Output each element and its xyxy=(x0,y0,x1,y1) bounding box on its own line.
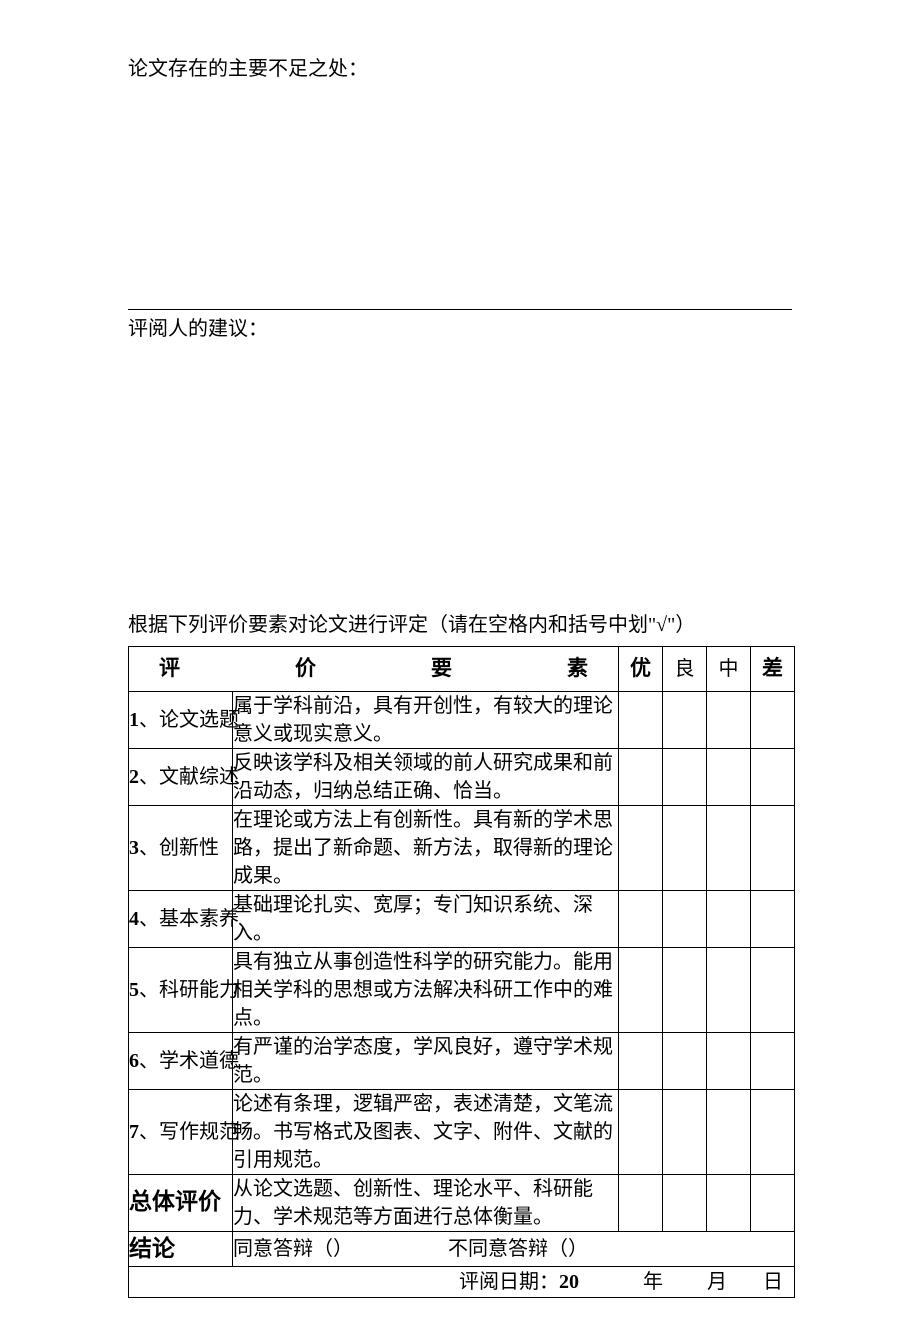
table-row: 7、写作规范 论述有条理，逻辑严密，表述清楚，文笔流畅。书写格式及图表、文字、附… xyxy=(129,1089,795,1174)
row-label-text: 基本素养 xyxy=(159,908,239,930)
grade-cell[interactable] xyxy=(619,748,663,805)
row-num: 7 xyxy=(129,1121,139,1143)
row-label-text: 文献综述 xyxy=(159,766,239,788)
row-label-text: 学术道德 xyxy=(159,1050,239,1072)
grade-cell[interactable] xyxy=(751,890,795,947)
date-month-unit: 月 xyxy=(707,1271,727,1293)
header-grade-1: 优 xyxy=(619,647,663,692)
row-num: 5 xyxy=(129,979,139,1001)
grade-cell[interactable] xyxy=(663,748,707,805)
header-eval-text: 评价要素 xyxy=(159,656,588,680)
grade-cell[interactable] xyxy=(663,805,707,890)
date-year-unit: 年 xyxy=(643,1271,663,1293)
conclusion-label: 结论 xyxy=(129,1231,233,1267)
grade-cell[interactable] xyxy=(751,748,795,805)
grade-cell[interactable] xyxy=(619,890,663,947)
overall-label: 总体评价 xyxy=(129,1174,233,1231)
grade-cell[interactable] xyxy=(619,691,663,748)
row-label: 7、写作规范 xyxy=(129,1089,233,1174)
header-grade-3: 中 xyxy=(707,647,751,692)
grade-cell[interactable] xyxy=(619,1032,663,1089)
grade-cell[interactable] xyxy=(663,1032,707,1089)
row-desc: 论述有条理，逻辑严密，表述清楚，文笔流畅。书写格式及图表、文字、附件、文献的引用… xyxy=(233,1089,619,1174)
suggestions-label: 评阅人的建议： xyxy=(128,314,792,344)
row-desc: 反映该学科及相关领域的前人研究成果和前沿动态，归纳总结正确、恰当。 xyxy=(233,748,619,805)
date-line: 评阅日期：20 年 月 日 xyxy=(129,1267,794,1297)
grade-cell[interactable] xyxy=(663,890,707,947)
grade-cell[interactable] xyxy=(619,947,663,1032)
table-row: 5、科研能力 具有独立从事创造性科学的研究能力。能用相关学科的思想或方法解决科研… xyxy=(129,947,795,1032)
overall-row: 总体评价 从论文选题、创新性、理论水平、科研能力、学术规范等方面进行总体衡量。 xyxy=(129,1174,795,1231)
row-label: 4、基本素养 xyxy=(129,890,233,947)
grade-cell[interactable] xyxy=(707,1032,751,1089)
disagree-option[interactable]: 不同意答辩（） xyxy=(448,1238,588,1260)
table-row: 1、论文选题 属于学科前沿，具有开创性，有较大的理论意义或现实意义。 xyxy=(129,691,795,748)
row-desc: 具有独立从事创造性科学的研究能力。能用相关学科的思想或方法解决科研工作中的难点。 xyxy=(233,947,619,1032)
grade-cell[interactable] xyxy=(751,1032,795,1089)
instruction-text: 根据下列评价要素对论文进行评定（请在空格内和括号中划"√"） xyxy=(128,610,792,640)
table-row: 2、文献综述 反映该学科及相关领域的前人研究成果和前沿动态，归纳总结正确、恰当。 xyxy=(129,748,795,805)
date-day-unit: 日 xyxy=(763,1271,783,1293)
row-num: 4 xyxy=(129,908,139,930)
row-desc: 基础理论扎实、宽厚；专门知识系统、深入。 xyxy=(233,890,619,947)
header-grade-2: 良 xyxy=(663,647,707,692)
row-num: 6 xyxy=(129,1050,139,1072)
grade-cell[interactable] xyxy=(619,805,663,890)
row-label-text: 论文选题 xyxy=(159,709,239,731)
deficiencies-label: 论文存在的主要不足之处： xyxy=(128,54,792,84)
row-label: 3、创新性 xyxy=(129,805,233,890)
grade-cell[interactable] xyxy=(707,890,751,947)
grade-cell[interactable] xyxy=(751,1089,795,1174)
grade-cell[interactable] xyxy=(707,805,751,890)
row-label: 5、科研能力 xyxy=(129,947,233,1032)
date-label: 评阅日期： xyxy=(459,1271,559,1293)
grade-cell[interactable] xyxy=(751,691,795,748)
evaluation-table: 评价要素 优 良 中 差 1、论文选题 属于学科前沿，具有开创性，有较大的理论意… xyxy=(128,646,795,1298)
grade-cell[interactable] xyxy=(751,947,795,1032)
agree-option[interactable]: 同意答辩（） xyxy=(233,1238,353,1260)
grade-cell[interactable] xyxy=(619,1174,663,1231)
grade-cell[interactable] xyxy=(707,748,751,805)
date-row: 评阅日期：20 年 月 日 xyxy=(129,1267,795,1298)
conclusion-row: 结论 同意答辩（） 不同意答辩（） xyxy=(129,1231,795,1267)
suggestions-section: 评阅人的建议： xyxy=(128,310,792,610)
grade-cell[interactable] xyxy=(663,1174,707,1231)
row-num: 1 xyxy=(129,709,139,731)
row-desc: 属于学科前沿，具有开创性，有较大的理论意义或现实意义。 xyxy=(233,691,619,748)
grade-cell[interactable] xyxy=(751,1174,795,1231)
deficiencies-section: 论文存在的主要不足之处： xyxy=(128,50,792,310)
header-eval: 评价要素 xyxy=(129,647,619,692)
row-num: 3 xyxy=(129,837,139,859)
date-year-prefix: 20 xyxy=(559,1271,579,1293)
row-label: 6、学术道德 xyxy=(129,1032,233,1089)
grade-cell[interactable] xyxy=(707,1089,751,1174)
grade-cell[interactable] xyxy=(663,1089,707,1174)
row-num: 2 xyxy=(129,766,139,788)
row-label-text: 创新性 xyxy=(159,837,219,859)
table-row: 6、学术道德 有严谨的治学态度，学风良好，遵守学术规范。 xyxy=(129,1032,795,1089)
grade-cell[interactable] xyxy=(707,947,751,1032)
table-header-row: 评价要素 优 良 中 差 xyxy=(129,647,795,692)
conclusion-body: 同意答辩（） 不同意答辩（） xyxy=(233,1231,795,1267)
grade-cell[interactable] xyxy=(707,691,751,748)
header-grade-4: 差 xyxy=(751,647,795,692)
grade-cell[interactable] xyxy=(663,947,707,1032)
row-desc: 在理论或方法上有创新性。具有新的学术思路，提出了新命题、新方法，取得新的理论成果… xyxy=(233,805,619,890)
row-label-text: 科研能力 xyxy=(159,979,239,1001)
row-label: 1、论文选题 xyxy=(129,691,233,748)
grade-cell[interactable] xyxy=(751,805,795,890)
table-row: 4、基本素养 基础理论扎实、宽厚；专门知识系统、深入。 xyxy=(129,890,795,947)
row-desc: 有严谨的治学态度，学风良好，遵守学术规范。 xyxy=(233,1032,619,1089)
overall-desc: 从论文选题、创新性、理论水平、科研能力、学术规范等方面进行总体衡量。 xyxy=(233,1174,619,1231)
grade-cell[interactable] xyxy=(619,1089,663,1174)
grade-cell[interactable] xyxy=(663,691,707,748)
grade-cell[interactable] xyxy=(707,1174,751,1231)
row-label-text: 写作规范 xyxy=(159,1121,239,1143)
row-label: 2、文献综述 xyxy=(129,748,233,805)
table-row: 3、创新性 在理论或方法上有创新性。具有新的学术思路，提出了新命题、新方法，取得… xyxy=(129,805,795,890)
